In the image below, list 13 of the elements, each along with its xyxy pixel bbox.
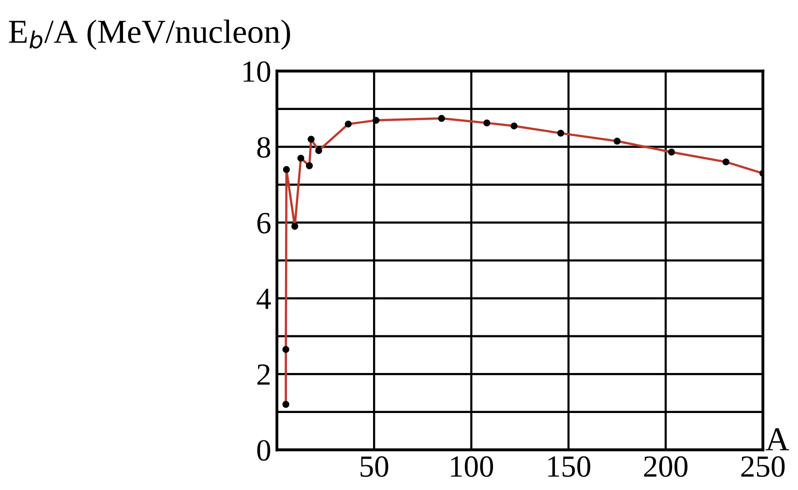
x-tick-label: 100: [451, 456, 494, 477]
x-tick-label: 200: [644, 456, 688, 477]
y-tick-label: 4: [256, 288, 271, 309]
y-tick-label: 8: [257, 137, 270, 158]
x-axis-title: A: [766, 428, 790, 450]
y-axis-title: E$_{b}$/A (MeV/nucleon): [8, 20, 290, 50]
y-tick-label: 6: [257, 212, 270, 234]
y-tick-label: 0: [257, 440, 270, 461]
x-tick-label: 50: [360, 456, 388, 477]
x-tick-label: 250: [741, 456, 785, 477]
y-tick-label: 10: [243, 61, 270, 82]
y-tick-label: 2: [257, 364, 270, 385]
x-tick-label: 150: [548, 456, 590, 477]
